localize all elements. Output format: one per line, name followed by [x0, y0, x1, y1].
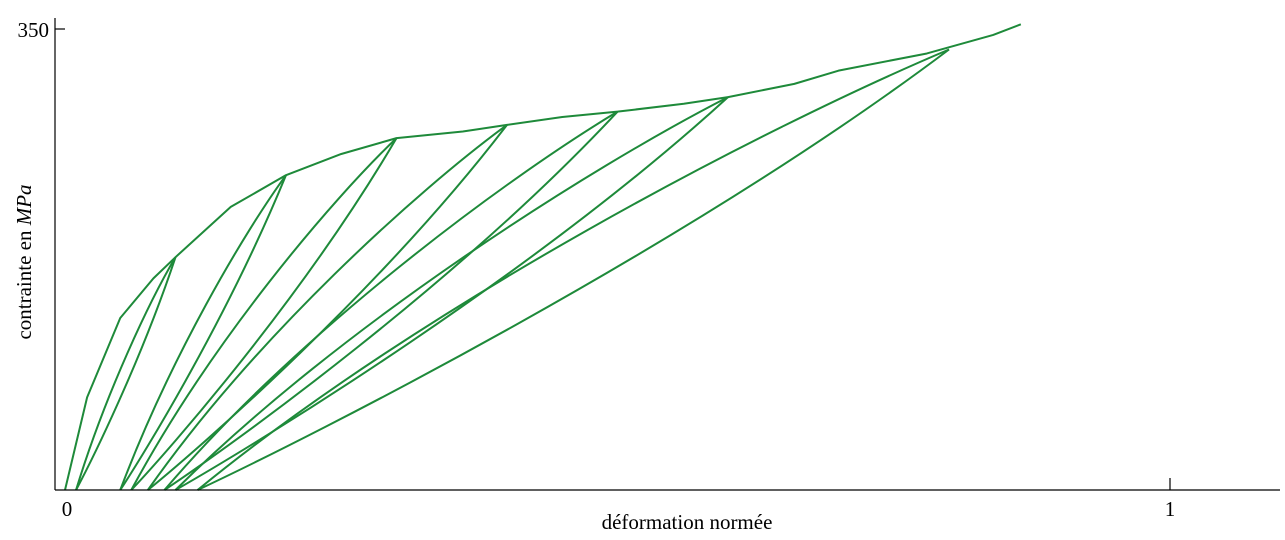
- reload-curve-6: [174, 96, 729, 491]
- reload-curve-3: [130, 137, 398, 491]
- unload-curve-1: [75, 256, 177, 491]
- unload-curve-3: [130, 137, 398, 491]
- reload-curve-1: [75, 256, 177, 491]
- y-axis-label: contrainte en MPa: [12, 184, 36, 339]
- reload-curve-5: [163, 110, 619, 491]
- y-axis-label-prefix: contrainte en: [12, 225, 36, 339]
- reload-curve-7: [196, 48, 950, 491]
- unload-curve-5: [163, 110, 619, 491]
- reload-curve-4: [147, 124, 508, 491]
- y-axis-label-unit: MPa: [12, 184, 36, 226]
- x-tick-label: 0: [62, 497, 73, 521]
- series-curves: [64, 23, 1022, 491]
- unload-curve-2: [119, 174, 287, 491]
- axis-ticks: 0 1 350: [18, 18, 1176, 521]
- unload-curve-6: [175, 96, 729, 491]
- unload-curve-4: [147, 124, 508, 491]
- unload-curve-7: [197, 48, 950, 491]
- envelope-curve: [64, 23, 1022, 491]
- y-tick-label: 350: [18, 18, 50, 42]
- x-axis-label: déformation normée: [602, 510, 773, 534]
- reload-curve-2: [119, 174, 287, 491]
- x-tick-label: 1: [1165, 497, 1176, 521]
